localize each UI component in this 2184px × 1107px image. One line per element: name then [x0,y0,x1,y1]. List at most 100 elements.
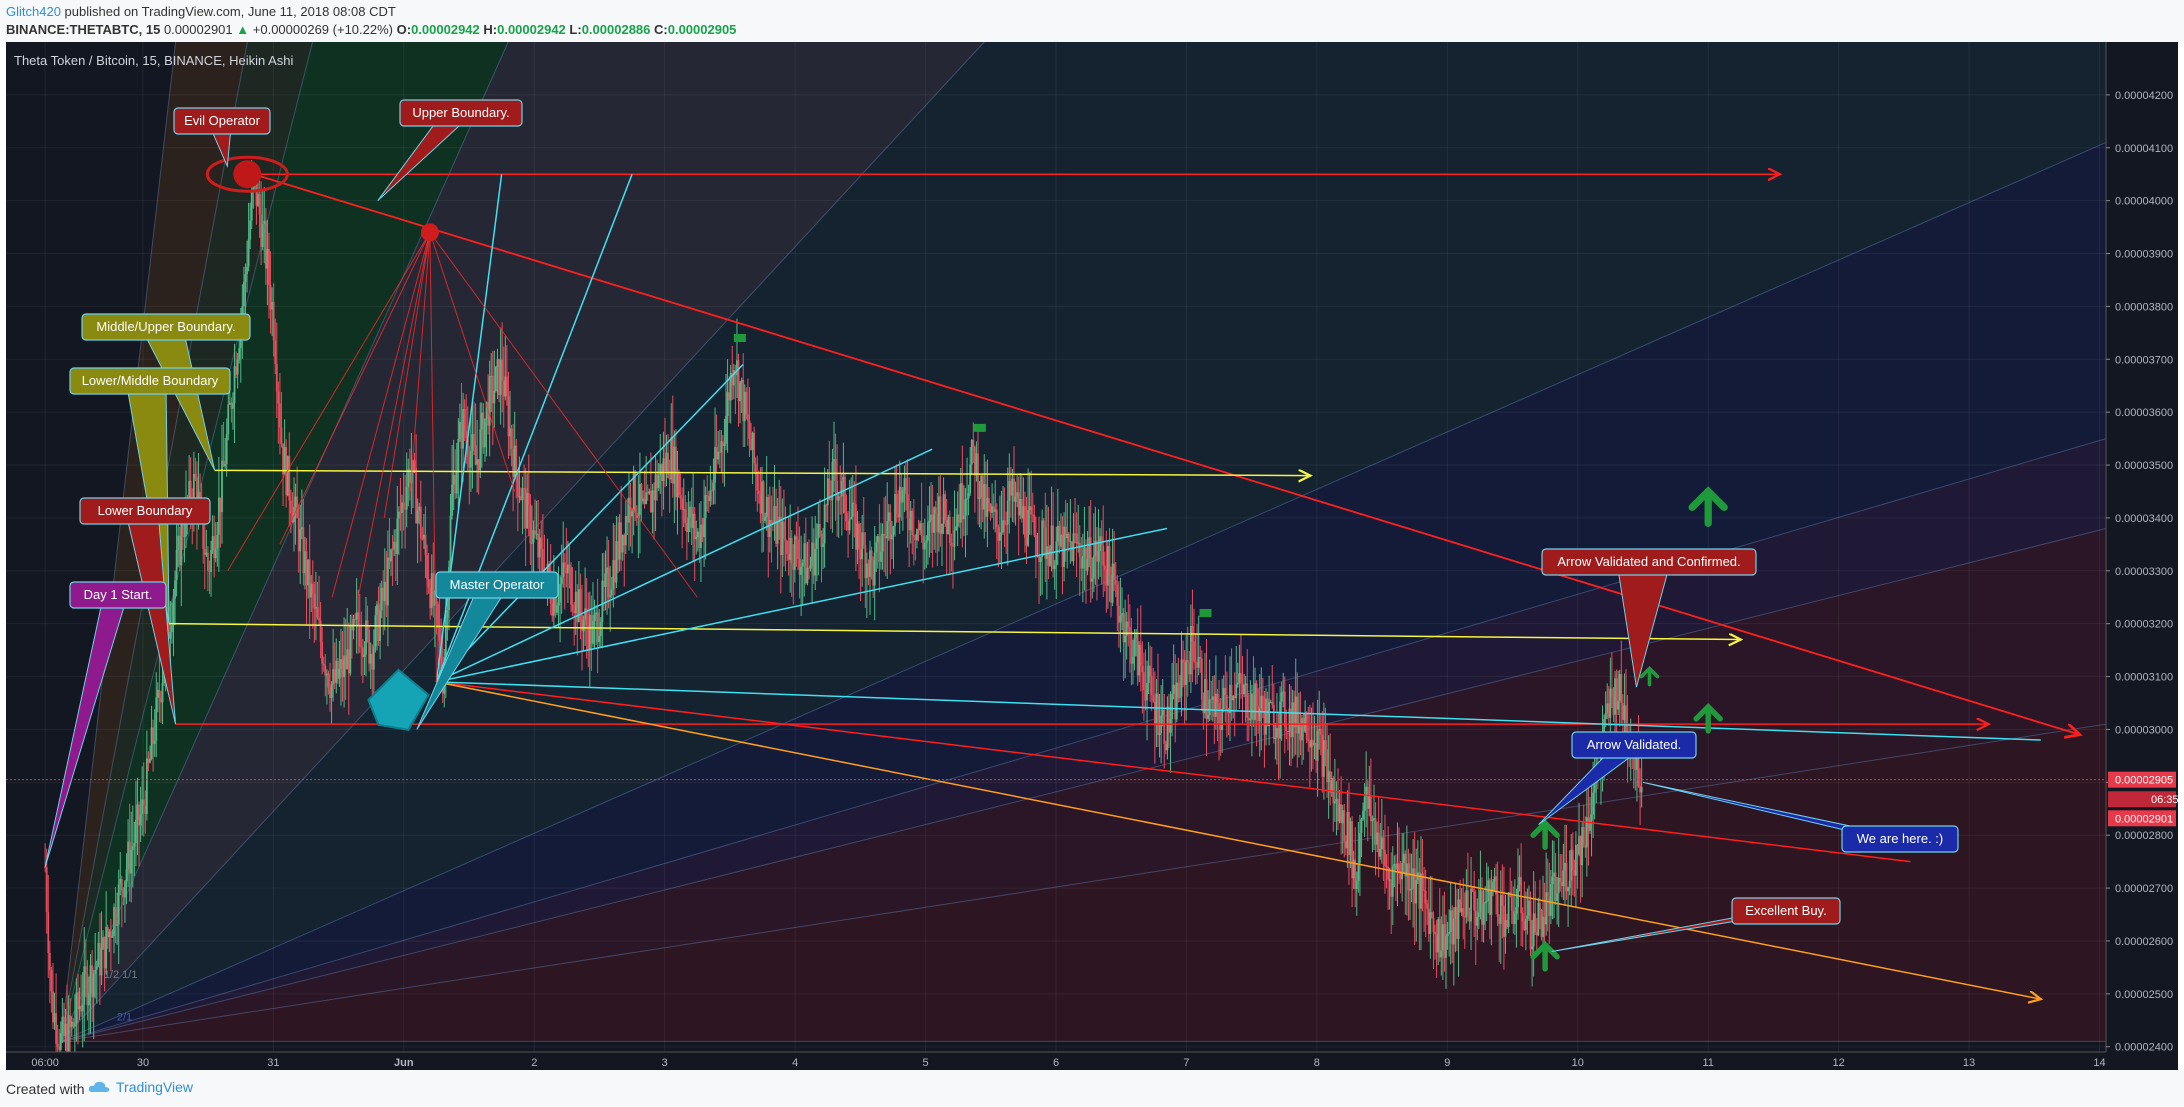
candle-body [812,542,815,576]
candle-body [925,540,928,543]
candle-body [1396,863,1399,870]
candle-body [834,459,837,481]
candle-body [941,523,943,534]
candle-body [1524,918,1527,931]
candle-body [695,536,698,540]
candle-body [1255,683,1258,707]
candle-body [1429,912,1432,934]
candle-body [942,494,945,524]
candle-body [228,402,231,405]
candle-body [826,478,829,506]
candle-body [541,549,544,573]
candle-body [1621,702,1624,720]
publisher-name[interactable]: Glitch420 [6,4,61,19]
price-tag [2108,810,2176,827]
candle-body [1260,695,1263,709]
candle-body [408,469,411,484]
candle-body [491,375,494,404]
candle-body [313,594,316,609]
candle-body [833,459,835,462]
candle-body [743,391,746,422]
candle-body [875,542,878,553]
candle-body [621,534,624,553]
candle-body [615,541,618,583]
candle-body [698,531,701,548]
candle-body [632,472,635,512]
candle-body [1146,682,1148,701]
fan-line [60,42,985,1042]
candle-body [1443,924,1446,958]
candle-body [1053,565,1056,570]
time-axis[interactable]: 06:00 30 31 Jun 2 3 4 5 6 7 8 9 10 11 12 13 14 [6,1051,2178,1070]
candle-body [1055,541,1058,566]
candle-body [560,577,563,584]
middle-upper-yellow-line [214,470,1311,475]
candle-body [554,596,557,613]
candle-body [689,506,691,518]
candle-body [1341,810,1344,824]
candle-body [1157,693,1159,736]
fan-zone [60,528,2107,1042]
candle-body [969,464,972,494]
candle-body [526,492,529,529]
candle-body [493,391,496,404]
candle-body [1180,659,1183,697]
candle-body [1567,887,1569,892]
candle-body [1346,811,1349,849]
price-tick-label: 0.00003500 [2115,460,2173,472]
candle-body [1604,713,1607,719]
candle-body [1579,835,1582,866]
candle-body [1395,863,1397,870]
candle-body [1042,520,1045,528]
candle-body [1440,950,1443,958]
candle-body [50,970,53,992]
candle-body [604,573,607,587]
candle-body [169,631,172,639]
chart-canvas[interactable]: 1/2 1/1 2/1 0.00002400 0.00002500 0.0000260… [6,42,2178,1070]
candle-body [160,698,162,703]
candle-body [750,439,752,450]
candle-body [531,542,533,544]
candle-body [1218,702,1220,724]
candle-body [147,758,150,763]
candle-body [1496,894,1499,918]
candle-body [1105,569,1108,586]
candle-body [1551,876,1554,885]
candle-body [1078,542,1081,558]
candle-body [1448,931,1451,934]
chart-area[interactable]: 1/2 1/1 2/1 0.00002400 0.00002500 0.0000260… [6,42,2178,1070]
candle-body [606,567,608,574]
candle-body [1607,703,1610,718]
candle-body [642,498,644,502]
candle-body [1368,795,1371,809]
candle-body [1033,514,1036,536]
tradingview-link[interactable]: TradingView [88,1079,193,1095]
candle-body [1006,500,1009,525]
candle-body [779,516,782,556]
candle-body [1359,833,1361,863]
candle-body [444,617,447,658]
lower-boundary-callout-label: Lower Boundary [98,503,193,518]
candle-body [81,1004,84,1012]
candle-body [227,404,230,435]
candle-body [678,472,680,496]
candle-body [790,537,793,564]
descending-resistance-line [253,173,2080,735]
we-are-here-callout-label: We are here. :) [1857,831,1943,846]
candle-body [111,936,114,938]
fan-zone [60,724,2107,1042]
candle-body [518,496,521,498]
candle-body [1086,558,1089,571]
candle-body [1049,549,1051,566]
candle-body [99,943,101,976]
price-axis[interactable]: 0.00002400 0.00002500 0.00002600 0.00002700… [6,42,2178,1070]
candle-body [1091,578,1094,582]
candle-body [1149,665,1152,677]
candle-body [1265,698,1267,735]
candle-body [416,510,419,524]
candle-body [80,1006,83,1012]
candle-body [881,533,884,552]
candle-body [654,474,657,501]
candle-body [1373,818,1375,820]
candle-body [711,490,713,492]
